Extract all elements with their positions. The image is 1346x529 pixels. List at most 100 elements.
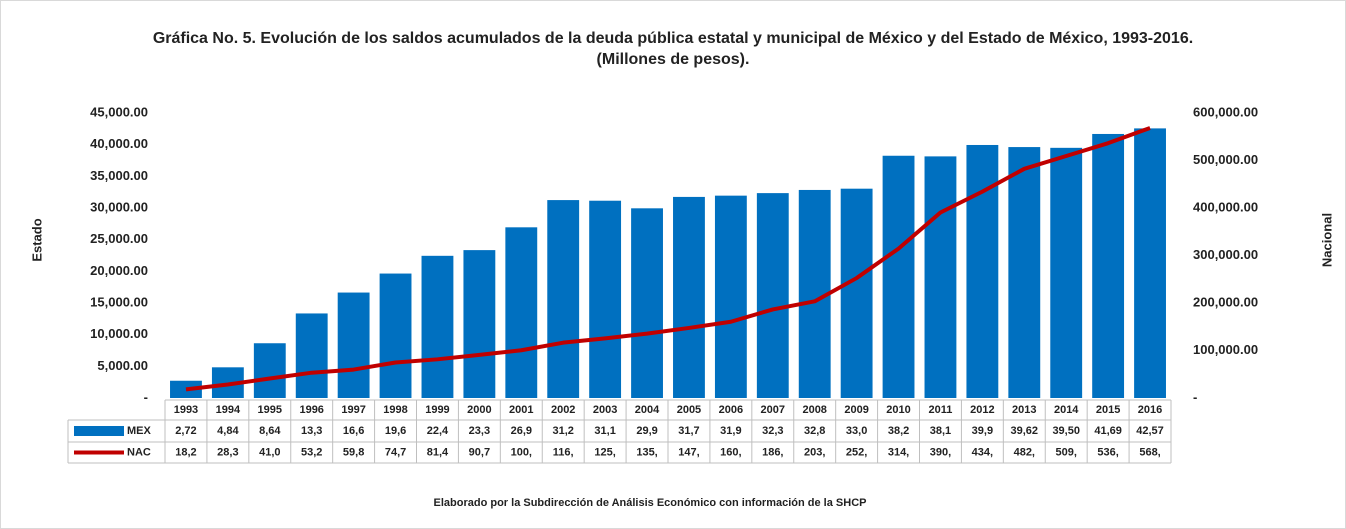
bar bbox=[1092, 133, 1125, 399]
x-tick-label: 2006 bbox=[719, 404, 743, 416]
x-tick-label: 1995 bbox=[258, 404, 282, 416]
x-tick-label: 2000 bbox=[467, 404, 491, 416]
x-tick-label: 1994 bbox=[216, 404, 241, 416]
data-label: 314, bbox=[888, 446, 909, 458]
data-label: 26,9 bbox=[511, 425, 532, 437]
data-label: 22,4 bbox=[427, 425, 449, 437]
data-label: 252, bbox=[846, 446, 867, 458]
y-tick-label: 25,000.00 bbox=[90, 231, 148, 246]
footnote: Elaborado por la Subdirección de Análisi… bbox=[434, 497, 867, 509]
legend-label: NAC bbox=[127, 446, 151, 458]
x-tick-label: 1999 bbox=[425, 404, 449, 416]
x-tick-label: 1993 bbox=[174, 404, 198, 416]
data-label: 568, bbox=[1139, 446, 1160, 458]
y2-tick-label: 100,000.00 bbox=[1193, 342, 1258, 357]
bar bbox=[337, 292, 370, 398]
data-label: 509, bbox=[1055, 446, 1076, 458]
x-tick-label: 2014 bbox=[1054, 404, 1079, 416]
data-label: 31,9 bbox=[720, 425, 741, 437]
x-tick-label: 2005 bbox=[677, 404, 701, 416]
data-label: 31,7 bbox=[678, 425, 699, 437]
x-tick-label: 2001 bbox=[509, 404, 533, 416]
line bbox=[185, 126, 1151, 392]
data-label: 32,8 bbox=[804, 425, 825, 437]
data-label: 39,50 bbox=[1052, 425, 1080, 437]
bar bbox=[295, 313, 328, 398]
data-label: 42,57 bbox=[1136, 425, 1164, 437]
data-label: 434, bbox=[972, 446, 993, 458]
y-tick-label: 15,000.00 bbox=[90, 294, 148, 309]
data-label: 100, bbox=[511, 446, 532, 458]
data-label: 38,1 bbox=[930, 425, 951, 437]
y2-tick-label: 400,000.00 bbox=[1193, 199, 1258, 214]
x-tick-label: 1996 bbox=[299, 404, 323, 416]
bar bbox=[924, 156, 957, 398]
x-tick-label: 2002 bbox=[551, 404, 575, 416]
bar bbox=[1050, 147, 1083, 398]
y2-tick-label: 300,000.00 bbox=[1193, 247, 1258, 262]
x-tick-label: 2008 bbox=[802, 404, 826, 416]
y2-tick-label: 500,000.00 bbox=[1193, 152, 1258, 167]
y-tick-label: 45,000.00 bbox=[90, 104, 148, 119]
data-label: 28,3 bbox=[217, 446, 238, 458]
data-label: 390, bbox=[930, 446, 951, 458]
bar bbox=[966, 144, 999, 398]
data-label: 18,2 bbox=[175, 446, 196, 458]
data-label: 31,2 bbox=[552, 425, 573, 437]
data-label: 81,4 bbox=[427, 446, 449, 458]
data-label: 41,69 bbox=[1094, 425, 1122, 437]
bar bbox=[547, 200, 580, 398]
bar bbox=[379, 273, 412, 398]
data-label: 116, bbox=[553, 446, 574, 458]
data-label: 29,9 bbox=[636, 425, 657, 437]
data-label: 23,3 bbox=[469, 425, 490, 437]
bar bbox=[1134, 128, 1166, 398]
bar bbox=[505, 227, 538, 398]
data-label: 59,8 bbox=[343, 446, 364, 458]
x-tick-label: 1998 bbox=[383, 404, 407, 416]
bar bbox=[714, 195, 747, 398]
data-label: 8,64 bbox=[259, 425, 281, 437]
y2-tick-label: 600,000.00 bbox=[1193, 104, 1258, 119]
data-label: 33,0 bbox=[846, 425, 867, 437]
data-label: 16,6 bbox=[343, 425, 364, 437]
bar bbox=[463, 250, 496, 398]
y-tick-label: 40,000.00 bbox=[90, 136, 148, 151]
bar bbox=[631, 208, 663, 398]
data-label: 38,2 bbox=[888, 425, 909, 437]
data-label: 125, bbox=[594, 446, 615, 458]
data-label: 203, bbox=[804, 446, 825, 458]
data-label: 482, bbox=[1014, 446, 1035, 458]
bar bbox=[170, 380, 202, 398]
data-label: 13,3 bbox=[301, 425, 322, 437]
bar bbox=[1008, 147, 1041, 398]
x-tick-label: 2013 bbox=[1012, 404, 1036, 416]
data-label: 2,72 bbox=[175, 425, 196, 437]
data-label: 536, bbox=[1097, 446, 1118, 458]
y-tick-label: - bbox=[144, 389, 148, 404]
data-label: 39,62 bbox=[1011, 425, 1039, 437]
bar bbox=[882, 155, 915, 398]
chart-title: Gráfica No. 5. Evolución de los saldos a… bbox=[152, 30, 1194, 68]
y-tick-label: 30,000.00 bbox=[90, 199, 148, 214]
data-label: 160, bbox=[720, 446, 741, 458]
x-tick-label: 2010 bbox=[886, 404, 910, 416]
data-label: 74,7 bbox=[385, 446, 406, 458]
bar bbox=[756, 193, 789, 398]
y-tick-label: 10,000.00 bbox=[90, 326, 148, 341]
x-tick-label: 2003 bbox=[593, 404, 617, 416]
data-label: 53,2 bbox=[301, 446, 322, 458]
data-label: 32,3 bbox=[762, 425, 783, 437]
y-tick-label: 35,000.00 bbox=[90, 168, 148, 183]
x-tick-label: 1997 bbox=[341, 404, 365, 416]
y-tick-label: 20,000.00 bbox=[90, 263, 148, 278]
bar bbox=[421, 255, 454, 398]
y-tick-label: 5,000.00 bbox=[97, 358, 148, 373]
data-label: 4,84 bbox=[217, 425, 239, 437]
data-label: 39,9 bbox=[972, 425, 993, 437]
bar bbox=[840, 188, 873, 398]
x-tick-label: 2009 bbox=[844, 404, 868, 416]
bar bbox=[253, 343, 286, 398]
